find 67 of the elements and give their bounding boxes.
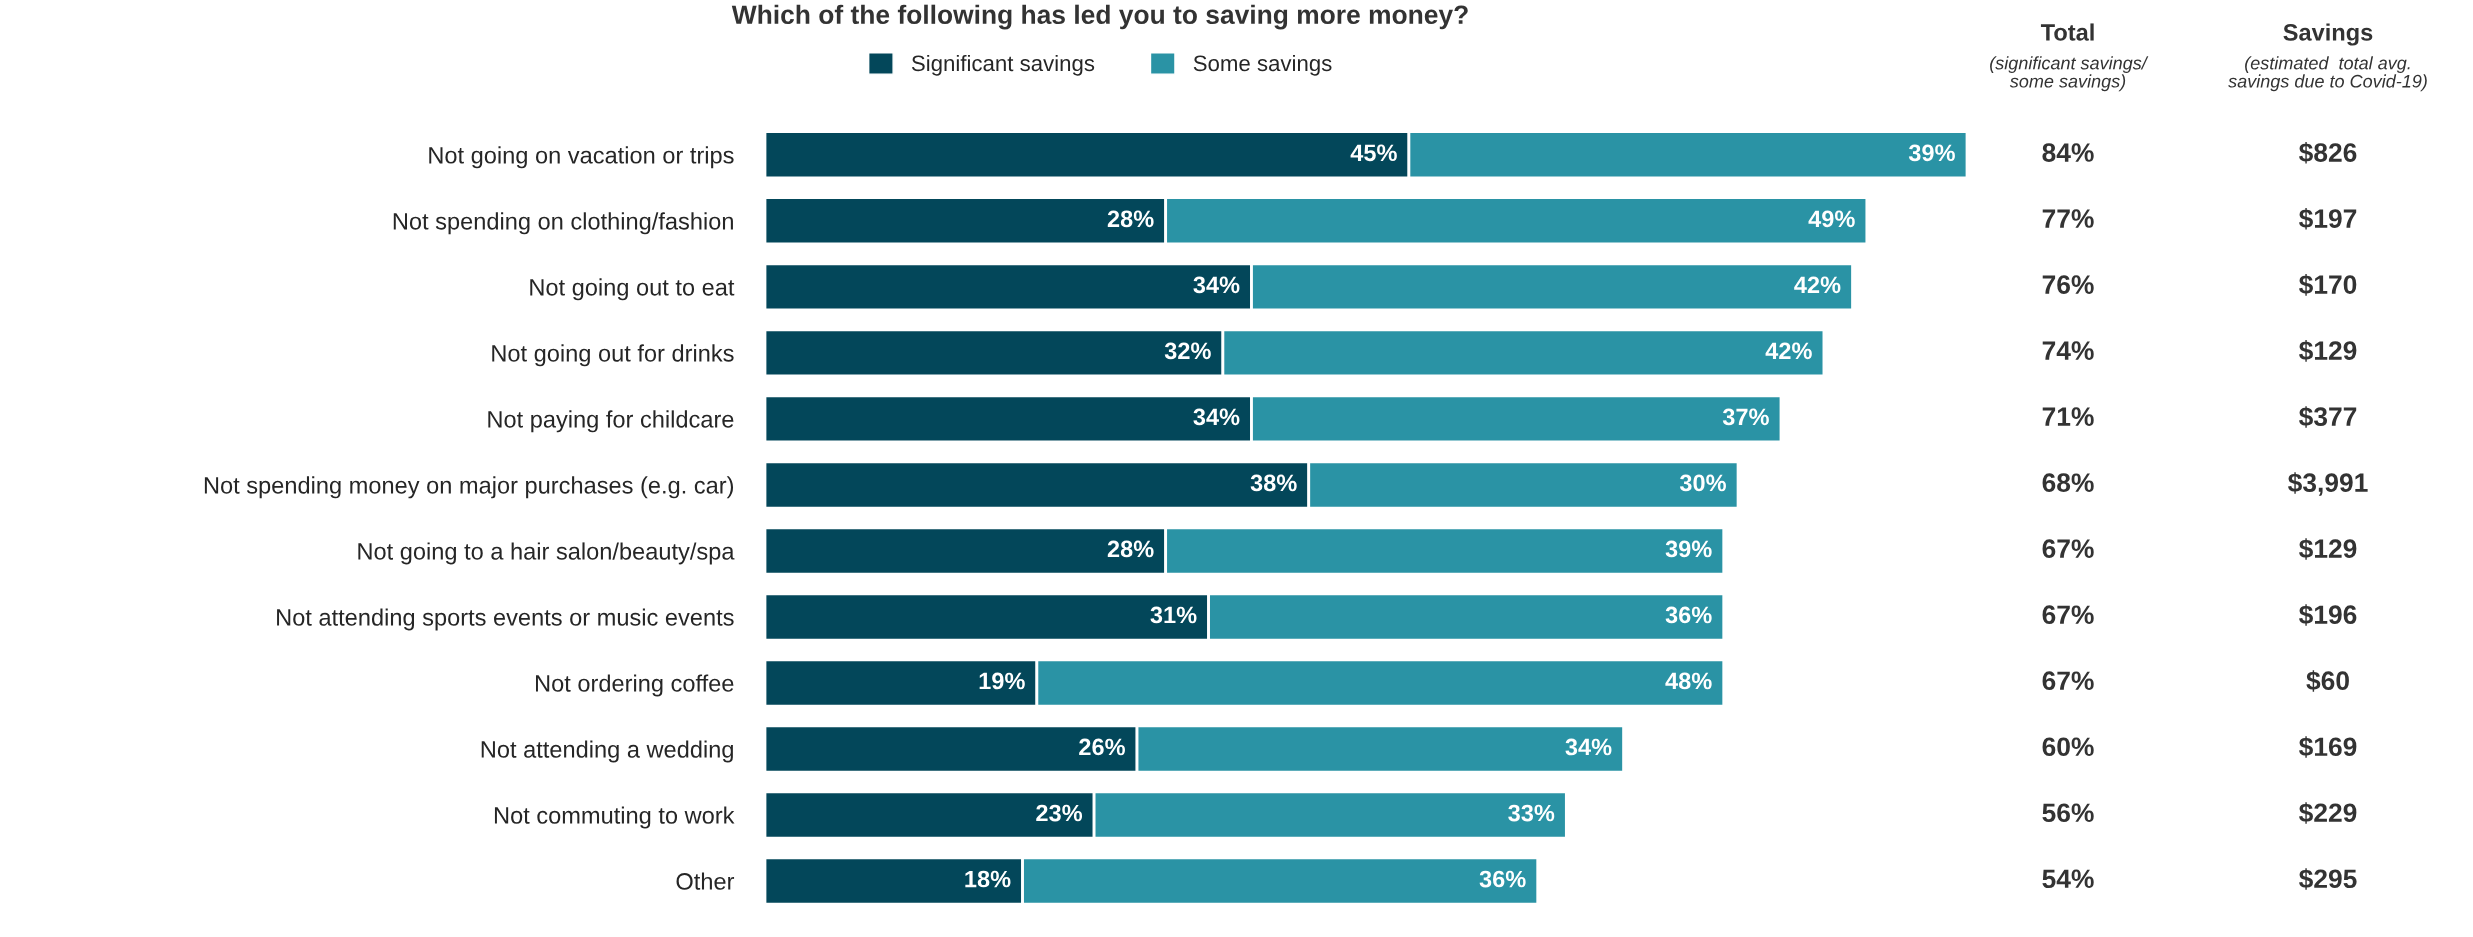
y-tick-label: Not spending money on major purchases (e.g. car) — [204, 476, 734, 499]
text: $229 — [2299, 802, 2357, 824]
y-tick-label: Not going out for drinks — [492, 344, 734, 367]
text: 76% — [2042, 275, 2094, 294]
data-label: 19% — [979, 672, 1025, 690]
data-label: 37% — [1722, 408, 1769, 426]
data-label: 45% — [1350, 144, 1397, 162]
text: Savings — [2283, 23, 2373, 46]
data-label: 36% — [1665, 606, 1712, 624]
text: 71% — [2042, 407, 2094, 426]
y-tick-label: Not spending on clothing/fashion — [393, 212, 733, 235]
data-label: 39% — [1665, 540, 1712, 558]
data-label: 34% — [1565, 738, 1612, 756]
text: $129 — [2299, 538, 2357, 560]
data-label: 28% — [1107, 540, 1154, 558]
y-tick-label: Other — [676, 872, 735, 890]
y-tick-label: Not paying for childcare — [488, 410, 734, 433]
text: 56% — [2042, 803, 2094, 823]
text: 67% — [2042, 605, 2094, 625]
data-label: 30% — [1679, 474, 1726, 492]
data-label: 31% — [1150, 606, 1197, 624]
text: $295 — [2299, 868, 2357, 890]
data-label: 33% — [1508, 804, 1555, 822]
text: $826 — [2299, 142, 2357, 164]
data-label: 36% — [1479, 870, 1526, 888]
data-label: 39% — [1908, 144, 1955, 162]
y-tick-label: Not commuting to work — [494, 806, 735, 829]
text: 74% — [2042, 341, 2094, 360]
text: 54% — [2042, 869, 2094, 889]
legend-label: Some savings — [1193, 54, 1332, 76]
text: 84% — [2042, 143, 2094, 162]
text: (significant savings/ some savings) — [1990, 56, 2149, 92]
y-tick-label: Not attending a wedding — [481, 740, 733, 763]
text: 60% — [2042, 737, 2094, 757]
data-label: 42% — [1794, 276, 1841, 294]
text: $197 — [2299, 208, 2357, 230]
text: 77% — [2042, 209, 2094, 228]
text: 68% — [2042, 473, 2094, 492]
text: Total — [2040, 23, 2094, 41]
y-tick-label: Not attending sports events or music events — [277, 608, 734, 631]
data-label: 42% — [1765, 342, 1812, 360]
data-label: 49% — [1808, 210, 1855, 228]
data-label: 18% — [965, 870, 1011, 888]
text: $377 — [2299, 406, 2357, 428]
legend-label: Significant savings — [911, 54, 1095, 76]
text: 67% — [2042, 671, 2094, 691]
text: $170 — [2299, 274, 2357, 296]
y-tick-label: Not going on vacation or trips — [429, 146, 734, 169]
y-tick-label: Not ordering coffee — [536, 674, 734, 697]
text: $3,991 — [2287, 472, 2368, 496]
data-label: 26% — [1079, 738, 1125, 756]
chart-title: Which of the following has led you to saving more money? — [731, 4, 1468, 30]
data-label: 34% — [1193, 408, 1240, 426]
data-label: 38% — [1250, 474, 1297, 492]
y-tick-label: Not going out to eat — [530, 278, 735, 301]
data-label: 23% — [1036, 804, 1083, 822]
text: 67% — [2042, 539, 2094, 559]
text: (estimated total avg. savings due to Covid-19) — [2228, 56, 2427, 92]
data-label: 34% — [1193, 276, 1240, 294]
data-label: 28% — [1107, 210, 1154, 228]
data-label: 32% — [1164, 342, 1211, 360]
text: $196 — [2299, 604, 2357, 626]
data-label: 48% — [1665, 672, 1712, 690]
text: $60 — [2306, 670, 2349, 692]
y-tick-label: Not going to a hair salon/beauty/spa — [358, 542, 735, 565]
text: $169 — [2299, 736, 2357, 758]
text: $129 — [2299, 340, 2357, 362]
